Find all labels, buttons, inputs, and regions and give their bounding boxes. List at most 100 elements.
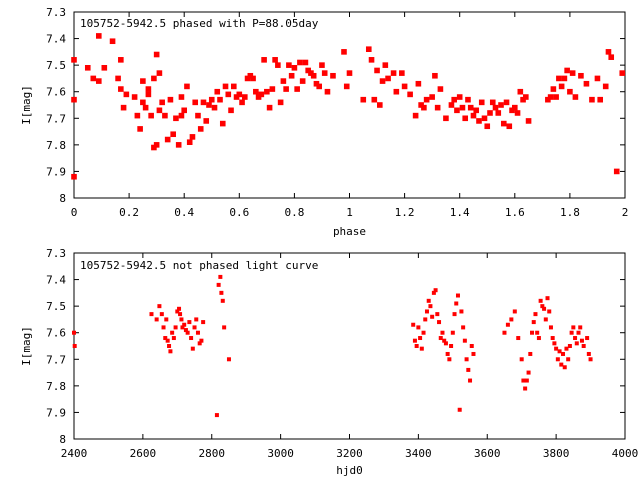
data-point: [524, 378, 529, 383]
y-tick-label: 8: [59, 192, 66, 205]
data-point: [462, 338, 467, 343]
data-point: [437, 86, 444, 92]
data-point: [199, 338, 204, 343]
data-point: [509, 317, 514, 322]
data-point: [84, 65, 91, 71]
data-point: [533, 312, 538, 317]
data-point: [569, 70, 576, 76]
data-point: [543, 317, 548, 322]
data-point: [418, 336, 423, 341]
x-axis-label: hjd0: [336, 464, 363, 477]
data-point: [109, 38, 116, 45]
data-point: [469, 344, 474, 348]
data-point: [553, 94, 559, 100]
data-point: [559, 362, 564, 367]
data-point: [72, 344, 77, 348]
x-tick-label: 3800: [543, 447, 570, 460]
data-point: [538, 298, 543, 303]
data-point: [201, 320, 206, 325]
data-point: [153, 51, 160, 58]
data-point: [423, 317, 428, 322]
data-point: [421, 104, 427, 111]
data-point: [197, 126, 204, 132]
data-point: [594, 75, 601, 82]
data-point: [523, 386, 528, 391]
data-point: [502, 330, 507, 335]
data-points: [72, 274, 593, 418]
data-point: [118, 57, 124, 63]
data-point: [605, 49, 612, 55]
data-point: [465, 96, 471, 103]
data-point: [218, 274, 223, 279]
data-point: [487, 110, 493, 116]
data-point: [208, 96, 215, 103]
data-point: [203, 118, 210, 124]
data-point: [216, 282, 221, 287]
data-point: [481, 115, 488, 122]
x-tick-label: 0.6: [229, 206, 249, 219]
y-tick-label: 7.3: [46, 247, 66, 260]
data-point: [310, 72, 317, 79]
x-tick-label: 1.4: [450, 206, 470, 219]
data-point: [531, 320, 536, 325]
data-point: [178, 94, 185, 100]
data-point: [178, 312, 183, 317]
data-point: [200, 99, 207, 106]
x-tick-label: 1.6: [505, 206, 525, 219]
y-tick-label: 7.4: [46, 274, 66, 287]
data-point: [473, 107, 480, 114]
data-point: [426, 298, 431, 303]
data-point: [424, 309, 429, 314]
data-point: [148, 112, 154, 119]
data-point: [412, 112, 419, 119]
data-point: [574, 341, 579, 346]
data-point: [236, 91, 243, 98]
data-point: [517, 88, 524, 95]
data-point: [165, 338, 170, 343]
data-point: [521, 378, 526, 383]
data-point: [561, 351, 566, 356]
data-point: [459, 309, 464, 314]
plot-frame: [73, 11, 626, 199]
data-point: [530, 330, 535, 335]
data-point: [90, 75, 97, 82]
data-point: [371, 96, 378, 103]
y-tick-label: 7.7: [46, 112, 66, 125]
data-point: [390, 70, 397, 76]
x-tick-label: 1.2: [395, 206, 415, 219]
y-tick-label: 7.4: [46, 33, 66, 46]
data-point: [379, 78, 386, 84]
data-point: [519, 357, 524, 362]
data-point: [432, 72, 438, 79]
data-point: [567, 344, 572, 348]
data-point: [219, 120, 226, 127]
data-point: [547, 94, 554, 100]
data-point: [443, 115, 449, 122]
data-point: [294, 86, 300, 92]
data-point: [561, 75, 568, 82]
data-point: [443, 341, 448, 346]
data-point: [266, 104, 273, 111]
data-point: [145, 86, 152, 92]
data-point: [297, 59, 303, 66]
data-point: [512, 104, 518, 111]
data-point: [437, 320, 442, 325]
data-point: [264, 88, 270, 95]
data-point: [466, 367, 471, 372]
y-tick-label: 8: [59, 433, 66, 446]
data-point: [192, 99, 199, 106]
data-point: [576, 330, 581, 335]
data-point: [377, 102, 383, 108]
x-tick-label: 0.4: [174, 206, 194, 219]
x-tick-label: 3400: [405, 447, 432, 460]
data-point: [500, 120, 507, 127]
data-point: [492, 104, 499, 111]
data-point: [173, 115, 179, 122]
y-tick-label: 7.6: [46, 327, 66, 340]
data-point: [448, 102, 455, 108]
data-point: [71, 96, 77, 103]
plot-frame: [73, 252, 626, 440]
data-point: [528, 351, 533, 356]
data-point: [468, 378, 473, 383]
